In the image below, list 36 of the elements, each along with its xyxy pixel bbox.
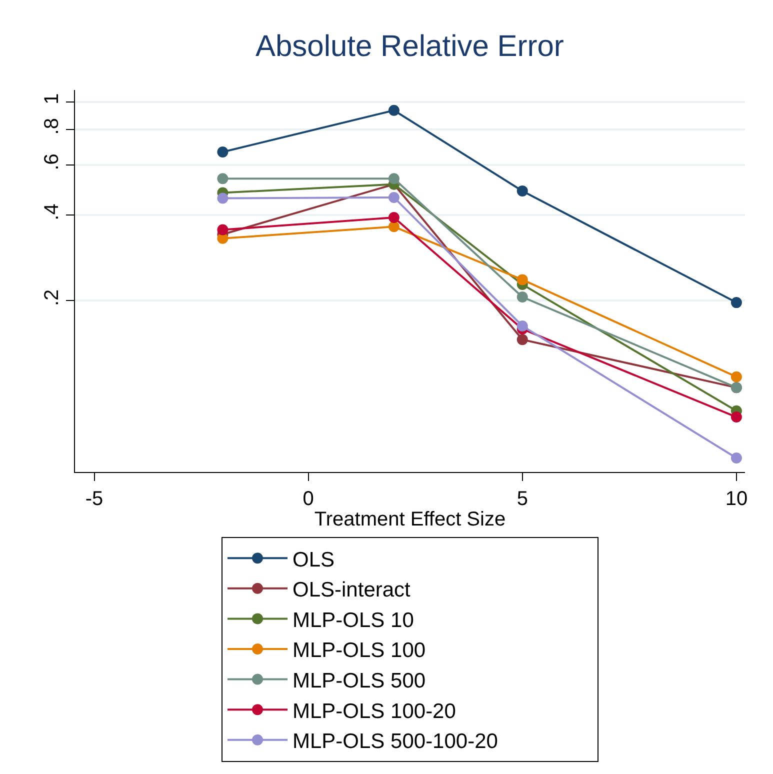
x-tick-label: -5: [85, 488, 104, 510]
point: [516, 320, 528, 332]
y-tick-label: .6: [41, 154, 63, 170]
point: [730, 297, 742, 308]
point: [516, 274, 528, 286]
x-tick-label: 5: [516, 488, 528, 510]
point: [217, 192, 228, 204]
y-tick-label: .8: [41, 118, 63, 135]
legend-label: MLP-OLS 10: [292, 608, 414, 632]
x-axis-title: Treatment Effect Size: [314, 508, 506, 530]
point: [388, 212, 400, 224]
y-tick-label: .4: [41, 204, 63, 220]
point: [388, 192, 400, 203]
point: [516, 185, 528, 196]
point: [730, 371, 742, 382]
x-tick-label: 10: [725, 488, 748, 510]
legend-label: OLS-interact: [292, 578, 411, 602]
point: [217, 173, 228, 184]
point: [516, 334, 528, 346]
legend-label: MLP-OLS 500-100-20: [292, 730, 498, 754]
point: [217, 146, 228, 158]
y-tick-label: .2: [41, 289, 63, 306]
point: [388, 173, 400, 184]
x-tick-label: 0: [302, 488, 314, 510]
point: [217, 224, 228, 236]
legend-label: MLP-OLS 100: [292, 639, 426, 662]
legend-label: MLP-OLS 500: [292, 669, 426, 692]
legend-label: OLS: [292, 548, 335, 572]
y-tick-label: 1: [41, 93, 63, 104]
legend-label: MLP-OLS 100-20: [292, 700, 456, 723]
point: [730, 412, 742, 423]
chart-title: Absolute Relative Error: [255, 30, 564, 63]
point: [516, 292, 528, 303]
point: [730, 452, 742, 464]
point: [388, 221, 400, 232]
point: [388, 104, 400, 116]
